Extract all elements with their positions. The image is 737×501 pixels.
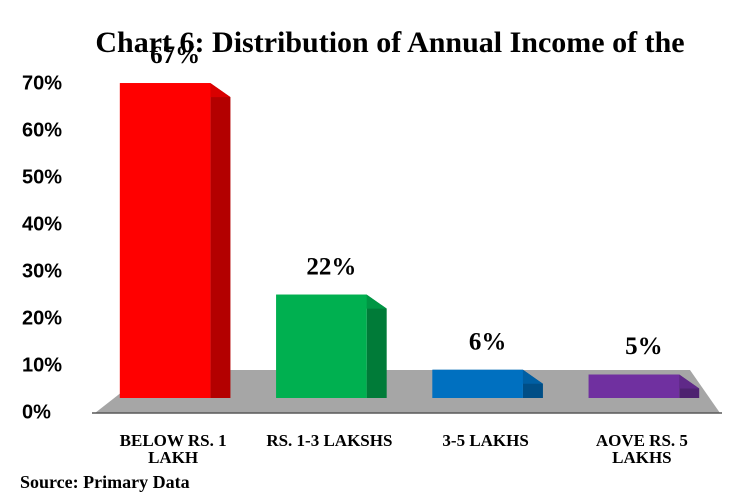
y-tick-label: 60%: [22, 119, 62, 141]
y-tick-label: 10%: [22, 354, 62, 376]
x-tick-label: RS. 1-3 LAKSHS: [266, 431, 393, 450]
chart-title: Chart 6: Distribution of Annual Income o…: [95, 26, 684, 59]
y-tick-label: 40%: [22, 213, 62, 235]
bar-side: [366, 294, 387, 398]
y-tick-label: 30%: [22, 260, 62, 282]
data-label: 5%: [625, 333, 663, 360]
bar: [119, 83, 211, 398]
source-note: Source: Primary Data: [20, 472, 190, 492]
data-label: 22%: [306, 253, 356, 280]
floor: [95, 370, 720, 413]
bar: [588, 374, 680, 398]
y-tick-label: 70%: [22, 72, 62, 94]
x-tick-label: 3-5 LAKHS: [442, 431, 529, 450]
bar-side: [210, 83, 231, 398]
bar: [432, 369, 523, 398]
x-tick-label: AOVE RS. 5 LAKHS: [595, 431, 688, 467]
y-tick-label: 0%: [22, 401, 51, 423]
data-label: 6%: [469, 329, 507, 356]
y-tick-label: 50%: [22, 166, 62, 188]
x-tick-label: BELOW RS. 1 LAKH: [119, 431, 227, 467]
data-label: 67%: [150, 42, 200, 69]
y-tick-label: 20%: [22, 307, 62, 329]
bar: [276, 294, 367, 398]
